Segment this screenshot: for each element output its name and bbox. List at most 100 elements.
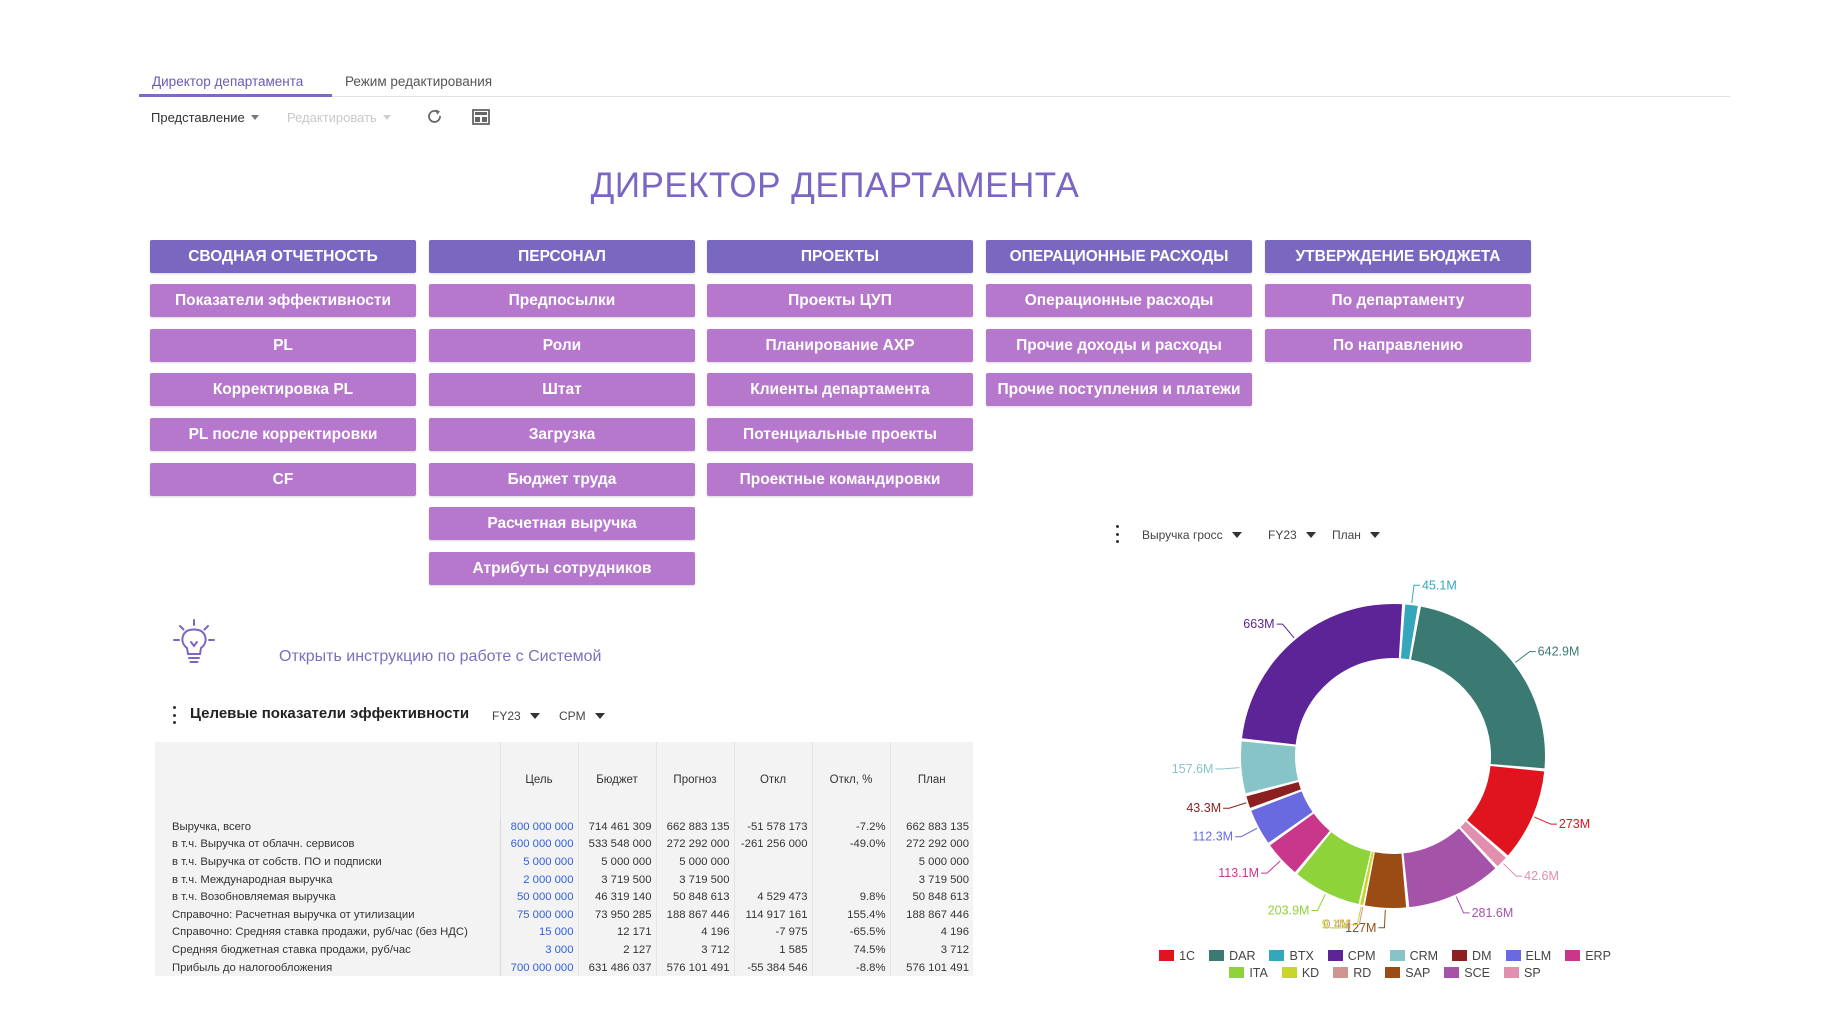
legend-item-rd[interactable]: RD bbox=[1333, 966, 1371, 980]
tile-header-budget[interactable]: УТВЕРЖДЕНИЕ БЮДЖЕТА bbox=[1265, 240, 1531, 273]
chart-menu-icon[interactable] bbox=[1114, 525, 1120, 543]
tile-header-summary[interactable]: СВОДНАЯ ОТЧЕТНОСТЬ bbox=[150, 240, 416, 273]
legend-item-sce[interactable]: SCE bbox=[1444, 966, 1490, 980]
donut-slice-elm[interactable] bbox=[1251, 791, 1313, 843]
tile-cf[interactable]: CF bbox=[150, 463, 416, 496]
tile-load[interactable]: Загрузка bbox=[429, 418, 695, 451]
goal-cell[interactable]: 3 000 bbox=[499, 941, 578, 959]
plan-cell: 576 101 491 bbox=[889, 958, 973, 977]
donut-slice-sap[interactable] bbox=[1364, 852, 1407, 908]
tile-prerequisites[interactable]: Предпосылки bbox=[429, 284, 695, 317]
legend-item-ita[interactable]: ITA bbox=[1229, 966, 1268, 980]
instructions-link[interactable]: Открыть инструкцию по работе с Системой bbox=[279, 648, 602, 665]
legend-label: SAP bbox=[1405, 965, 1431, 980]
goal-cell[interactable]: 75 000 000 bbox=[499, 905, 578, 924]
tile-employee-attrs[interactable]: Атрибуты сотрудников bbox=[429, 552, 695, 585]
donut-slice-dar[interactable] bbox=[1411, 606, 1545, 769]
donut-slice-btx[interactable] bbox=[1400, 604, 1418, 660]
tile-labor-budget[interactable]: Бюджет труда bbox=[429, 463, 695, 496]
tile-other-payments[interactable]: Прочие поступления и платежи bbox=[986, 373, 1252, 406]
donut-slice-cpm[interactable] bbox=[1242, 604, 1403, 745]
legend-label: SCE bbox=[1464, 965, 1490, 980]
legend-item-crm[interactable]: CRM bbox=[1389, 949, 1438, 963]
legend-item-btx[interactable]: BTX bbox=[1269, 949, 1314, 963]
legend-item-elm[interactable]: ELM bbox=[1505, 949, 1551, 963]
legend-item-cpm[interactable]: CPM bbox=[1327, 949, 1376, 963]
data-label: 642.9M bbox=[1538, 645, 1580, 659]
tab-edit-mode[interactable]: Режим редактирования bbox=[345, 74, 493, 89]
donut-slice-crm[interactable] bbox=[1241, 741, 1298, 794]
export-image-icon[interactable] bbox=[471, 107, 491, 127]
goal-cell[interactable]: 15 000 bbox=[499, 923, 578, 942]
plan-cell: 188 867 446 bbox=[889, 905, 973, 924]
donut-slice-sp[interactable] bbox=[1460, 821, 1506, 867]
tile-header-staff[interactable]: ПЕРСОНАЛ bbox=[429, 240, 695, 273]
tile-projects-cup[interactable]: Проекты ЦУП bbox=[707, 284, 973, 317]
goal-cell[interactable]: 2 000 000 bbox=[499, 870, 578, 889]
donut-slice-erp[interactable] bbox=[1270, 813, 1330, 873]
data-label: 43.3M bbox=[1186, 801, 1221, 815]
budget-cell: 533 548 000 bbox=[577, 835, 656, 854]
data-label: 0.4M bbox=[1323, 918, 1351, 932]
donut-slice-rd[interactable] bbox=[1363, 852, 1374, 906]
data-label: 9.1M bbox=[1322, 917, 1350, 931]
table-row: Выручка, всего 800 000 000 714 461 309 6… bbox=[155, 818, 973, 836]
legend-item-dar[interactable]: DAR bbox=[1209, 949, 1255, 963]
tile-potential-projects[interactable]: Потенциальные проекты bbox=[707, 418, 973, 451]
tile-other-income[interactable]: Прочие доходы и расходы bbox=[986, 329, 1252, 362]
goal-cell[interactable]: 50 000 000 bbox=[499, 888, 578, 906]
legend-item-sp[interactable]: SP bbox=[1504, 966, 1541, 980]
donut-slice-dm[interactable] bbox=[1246, 782, 1301, 808]
data-label: 112.3M bbox=[1192, 830, 1233, 844]
tile-ahr-planning[interactable]: Планирование АХР bbox=[707, 329, 973, 362]
tile-header-projects[interactable]: ПРОЕКТЫ bbox=[707, 240, 973, 273]
goal-cell[interactable]: 5 000 000 bbox=[499, 853, 578, 871]
tile-calc-revenue[interactable]: Расчетная выручка bbox=[429, 507, 695, 540]
donut-slice-kd[interactable] bbox=[1360, 851, 1374, 906]
page-title: ДИРЕКТОР ДЕПАРТАМЕНТА bbox=[590, 166, 1080, 205]
tile-dept-clients[interactable]: Клиенты департамента bbox=[707, 373, 973, 406]
header-cell-deviation-pct: Откл, % bbox=[811, 742, 890, 818]
kpi-menu-icon[interactable] bbox=[171, 706, 177, 724]
tile-by-department[interactable]: По департаменту bbox=[1265, 284, 1531, 317]
legend-swatch bbox=[1505, 950, 1521, 961]
donut-slice-1c[interactable] bbox=[1467, 765, 1545, 856]
plan-cell: 662 883 135 bbox=[889, 818, 973, 836]
table-header-row: Цель Бюджет Прогноз Откл Откл, % План bbox=[155, 742, 973, 818]
kpi-period-dropdown[interactable]: FY23 bbox=[492, 709, 540, 723]
tile-pl-after[interactable]: PL после корректировки bbox=[150, 418, 416, 451]
edit-dropdown[interactable]: Редактировать bbox=[287, 110, 391, 125]
donut-slice-sce[interactable] bbox=[1403, 828, 1496, 908]
forecast-cell: 188 867 446 bbox=[655, 905, 734, 924]
chevron-down-icon bbox=[529, 713, 540, 719]
refresh-icon[interactable] bbox=[425, 107, 445, 127]
legend-item-sap[interactable]: SAP bbox=[1385, 966, 1430, 980]
plan-cell: 4 196 bbox=[889, 923, 973, 942]
tile-opex[interactable]: Операционные расходы bbox=[986, 284, 1252, 317]
tile-pl-adjust[interactable]: Корректировка PL bbox=[150, 373, 416, 406]
tile-kpi[interactable]: Показатели эффективности bbox=[150, 284, 416, 317]
tile-pl[interactable]: PL bbox=[150, 329, 416, 362]
data-label: 157.6M bbox=[1172, 762, 1214, 776]
tile-roles[interactable]: Роли bbox=[429, 329, 695, 362]
tile-header-opex[interactable]: ОПЕРАЦИОННЫЕ РАСХОДЫ bbox=[986, 240, 1252, 273]
legend-item-erp[interactable]: ERP bbox=[1565, 949, 1611, 963]
view-dropdown[interactable]: Представление bbox=[151, 110, 259, 125]
tile-headcount[interactable]: Штат bbox=[429, 373, 695, 406]
chart-scenario-dropdown[interactable]: План bbox=[1332, 528, 1380, 542]
kpi-scenario-dropdown[interactable]: CPM bbox=[559, 709, 605, 723]
legend-item-dm[interactable]: DM bbox=[1452, 949, 1492, 963]
goal-cell[interactable]: 800 000 000 bbox=[499, 818, 578, 836]
donut-slice-ita[interactable] bbox=[1297, 832, 1371, 905]
tile-by-direction[interactable]: По направлению bbox=[1265, 329, 1531, 362]
goal-cell[interactable]: 700 000 000 bbox=[499, 958, 578, 977]
plan-cell: 50 848 613 bbox=[889, 888, 973, 906]
legend-item-1c[interactable]: 1C bbox=[1159, 949, 1195, 963]
goal-cell[interactable]: 600 000 000 bbox=[499, 835, 578, 854]
tile-project-trips[interactable]: Проектные командировки bbox=[707, 463, 973, 496]
legend-item-kd[interactable]: KD bbox=[1281, 966, 1319, 980]
tab-director[interactable]: Директор департамента bbox=[152, 74, 304, 89]
chart-period-dropdown[interactable]: FY23 bbox=[1268, 528, 1316, 542]
deviation-pct-cell: 9.8% bbox=[811, 888, 890, 906]
chart-metric-dropdown[interactable]: Выручка гросс bbox=[1142, 528, 1242, 542]
